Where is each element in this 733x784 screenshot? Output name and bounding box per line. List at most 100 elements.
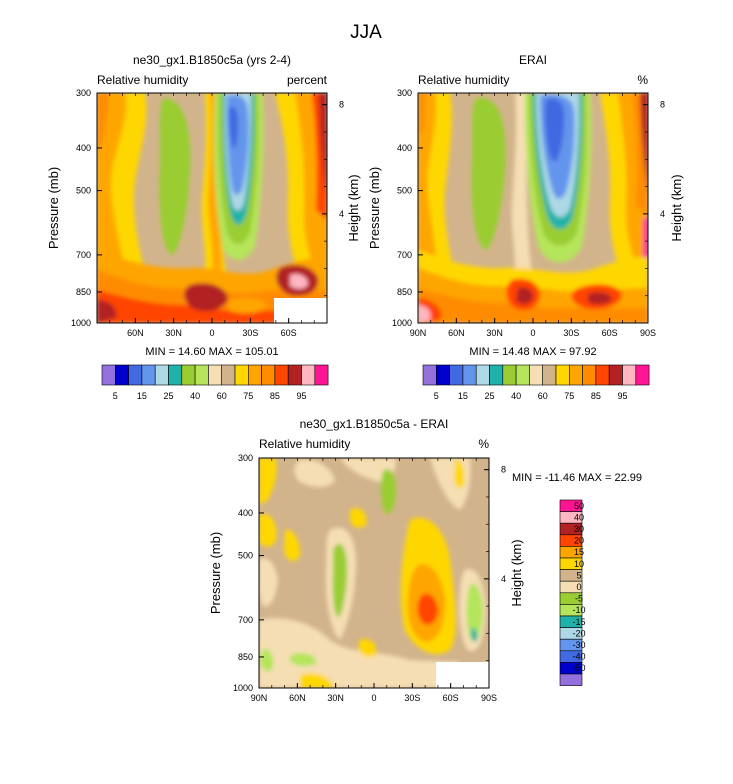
erai-colorbar-label: 5: [434, 391, 439, 401]
diff-xtick-label: 60S: [443, 693, 459, 703]
erai-ytick-label: 300: [397, 88, 412, 98]
model-ytick-label: 1000: [71, 318, 91, 328]
diff-stats: MIN = -11.46 MAX = 22.99: [512, 472, 642, 484]
model-colorbar-cell: [287, 364, 302, 386]
erai-colorbar-cell: [635, 364, 650, 386]
erai-colorbar-cell: [608, 364, 623, 386]
model-colorbar-label: 5: [113, 391, 118, 401]
erai-ylabel: Pressure (mb): [367, 167, 382, 249]
erai-colorbar-cell: [595, 364, 610, 386]
model-colorbar-label: 25: [163, 391, 173, 401]
diff-rtick-label: 8: [501, 465, 506, 475]
erai-colorbar-cell: [582, 364, 597, 386]
erai-ylabel-right: Height (km): [669, 174, 684, 241]
erai-rtick-label: 4: [660, 209, 665, 219]
erai-colorbar: 5 15 25 40 60 75 85 95: [422, 364, 650, 401]
diff-ytick-label: 850: [238, 652, 253, 662]
erai-ytick-label: 850: [397, 287, 412, 297]
diff-colorbar-label: -50: [572, 663, 585, 673]
diff-rtick-label: 4: [501, 574, 506, 584]
model-x-axis: 60N 30N 0 30S 60S: [96, 93, 328, 338]
diff-xtick-label: 90N: [251, 693, 268, 703]
figure-title: JJA: [350, 22, 382, 43]
model-right-axis: 84: [322, 100, 344, 297]
erai-right-axis: 84: [643, 100, 665, 297]
erai-stats: MIN = 14.48 MAX = 97.92: [469, 346, 596, 358]
erai-colorbar-cell: [555, 364, 570, 386]
erai-colorbar-cell: [515, 364, 530, 386]
model-colorbar-cell: [141, 364, 156, 386]
model-colorbar: 5 15 25 40 60 75 85 95: [101, 364, 329, 401]
model-title: ne30_gx1.B1850c5a (yrs 2-4): [133, 53, 291, 67]
erai-ytick-label: 400: [397, 143, 412, 153]
model-stats: MIN = 14.60 MAX = 105.01: [145, 346, 278, 358]
diff-y-axis: 300 400 500 700 850 1000: [233, 453, 264, 693]
diff-panel: ne30_gx1.B1850c5a - ERAI Relative humidi…: [208, 417, 642, 703]
erai-ytick-label: 700: [397, 250, 412, 260]
model-colorbar-cell: [168, 364, 183, 386]
model-rtick-label: 8: [339, 100, 344, 110]
model-colorbar-cell: [248, 364, 262, 386]
diff-colorbar-label: 0: [576, 582, 581, 592]
model-units-label: percent: [287, 73, 328, 87]
diff-colorbar-label: 50: [574, 501, 584, 511]
model-ytick-label: 500: [76, 186, 91, 196]
erai-colorbar-label: 25: [484, 391, 494, 401]
erai-colorbar-label: 40: [511, 391, 521, 401]
model-y-axis: 300 400 500 700 850 1000: [71, 88, 102, 328]
erai-colorbar-cell: [475, 364, 490, 386]
model-colorbar-cell: [274, 364, 289, 386]
diff-ytick-label: 300: [238, 453, 253, 463]
diff-ytick-label: 1000: [233, 683, 253, 693]
model-colorbar-cell: [208, 364, 222, 386]
erai-xtick-label: 0: [530, 328, 535, 338]
model-colorbar-cell: [234, 364, 249, 386]
model-contour-field: [97, 93, 327, 323]
model-colorbar-cell: [154, 364, 169, 386]
diff-ytick-label: 700: [238, 615, 253, 625]
diff-ytick-label: 500: [238, 551, 253, 561]
erai-contour-field: [418, 93, 648, 323]
erai-colorbar-cell: [449, 364, 464, 386]
diff-colorbar-label: -10: [572, 605, 585, 615]
model-variable-label: Relative humidity: [97, 73, 188, 87]
model-ylabel: Pressure (mb): [46, 167, 61, 249]
erai-colorbar-label: 60: [538, 391, 548, 401]
model-colorbar-label: 95: [296, 391, 306, 401]
diff-colorbar-label: -40: [572, 652, 585, 662]
model-xtick-label: 30N: [165, 328, 182, 338]
erai-xtick-label: 90N: [410, 328, 427, 338]
diff-ytick-label: 400: [238, 508, 253, 518]
diff-colorbar-label: -15: [572, 617, 585, 627]
erai-xtick-label: 60N: [448, 328, 465, 338]
model-colorbar-label: 15: [137, 391, 147, 401]
diff-ylabel-right: Height (km): [509, 539, 524, 606]
model-ylabel-right: Height (km): [346, 174, 361, 241]
diff-right-axis: 84: [484, 465, 506, 662]
erai-xtick-label: 90S: [640, 328, 656, 338]
erai-colorbar-cell: [622, 364, 637, 386]
diff-xtick-label: 30N: [327, 693, 344, 703]
erai-title: ERAI: [519, 53, 547, 67]
diff-colorbar-label: 10: [574, 559, 584, 569]
diff-xtick-label: 90S: [481, 693, 497, 703]
model-colorbar-label: 85: [270, 391, 280, 401]
model-colorbar-label: 40: [190, 391, 200, 401]
model-colorbar-cell: [128, 364, 143, 386]
diff-colorbar-label: 40: [574, 512, 584, 522]
erai-colorbar-label: 95: [617, 391, 627, 401]
erai-colorbar-label: 85: [591, 391, 601, 401]
model-colorbar-label: 75: [243, 391, 253, 401]
erai-xtick-label: 60S: [602, 328, 618, 338]
erai-y-axis: 300 400 500 700 850 1000: [392, 88, 423, 328]
diff-colorbar-label: 5: [576, 570, 581, 580]
diff-colorbar-cell: [559, 673, 583, 686]
model-panel: ne30_gx1.B1850c5a (yrs 2-4) Relative hum…: [46, 53, 361, 401]
model-ytick-label: 850: [76, 287, 91, 297]
diff-xtick-label: 0: [371, 693, 376, 703]
model-ytick-label: 300: [76, 88, 91, 98]
diff-colorbar-label: 30: [574, 524, 584, 534]
erai-colorbar-label: 75: [564, 391, 574, 401]
erai-xtick-label: 30S: [563, 328, 579, 338]
model-colorbar-cell: [261, 364, 276, 386]
